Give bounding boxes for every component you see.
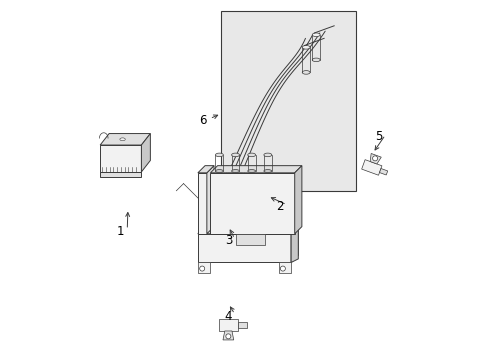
Polygon shape xyxy=(100,145,141,172)
Ellipse shape xyxy=(247,153,255,157)
Text: 2: 2 xyxy=(276,201,284,213)
Ellipse shape xyxy=(312,33,320,37)
Polygon shape xyxy=(369,153,381,164)
Ellipse shape xyxy=(228,183,235,186)
Ellipse shape xyxy=(228,167,235,170)
Text: 5: 5 xyxy=(374,130,382,144)
Ellipse shape xyxy=(247,170,255,172)
Ellipse shape xyxy=(120,138,125,141)
Ellipse shape xyxy=(312,58,320,62)
Bar xyxy=(235,234,264,244)
Ellipse shape xyxy=(231,170,239,172)
Ellipse shape xyxy=(233,168,239,171)
Ellipse shape xyxy=(264,170,271,172)
Polygon shape xyxy=(210,173,294,234)
Polygon shape xyxy=(206,166,214,234)
Text: 6: 6 xyxy=(199,114,206,127)
Polygon shape xyxy=(198,166,214,173)
Ellipse shape xyxy=(233,184,239,187)
Polygon shape xyxy=(290,223,298,262)
Polygon shape xyxy=(379,168,387,175)
Polygon shape xyxy=(223,331,233,340)
Ellipse shape xyxy=(215,170,223,172)
Bar xyxy=(218,319,238,331)
Polygon shape xyxy=(198,173,206,234)
Polygon shape xyxy=(198,234,290,262)
Circle shape xyxy=(199,266,204,271)
Ellipse shape xyxy=(302,45,309,49)
Ellipse shape xyxy=(224,166,230,169)
Bar xyxy=(100,172,141,177)
Ellipse shape xyxy=(215,153,223,157)
Text: 3: 3 xyxy=(224,234,232,247)
Polygon shape xyxy=(198,223,298,234)
Polygon shape xyxy=(100,134,150,145)
Bar xyxy=(221,12,355,191)
Ellipse shape xyxy=(231,153,239,157)
Circle shape xyxy=(372,156,377,161)
Polygon shape xyxy=(294,166,301,234)
Bar xyxy=(238,322,247,328)
Polygon shape xyxy=(278,262,290,273)
Polygon shape xyxy=(210,166,301,173)
Ellipse shape xyxy=(237,169,244,172)
Ellipse shape xyxy=(224,182,230,185)
Circle shape xyxy=(225,334,230,339)
Polygon shape xyxy=(361,160,381,175)
Text: 4: 4 xyxy=(224,310,232,323)
Polygon shape xyxy=(290,223,298,262)
Polygon shape xyxy=(198,262,210,273)
Text: 1: 1 xyxy=(117,225,124,238)
Ellipse shape xyxy=(302,71,309,74)
Ellipse shape xyxy=(264,153,271,157)
Polygon shape xyxy=(141,134,150,172)
Circle shape xyxy=(280,266,285,271)
Ellipse shape xyxy=(237,185,244,188)
